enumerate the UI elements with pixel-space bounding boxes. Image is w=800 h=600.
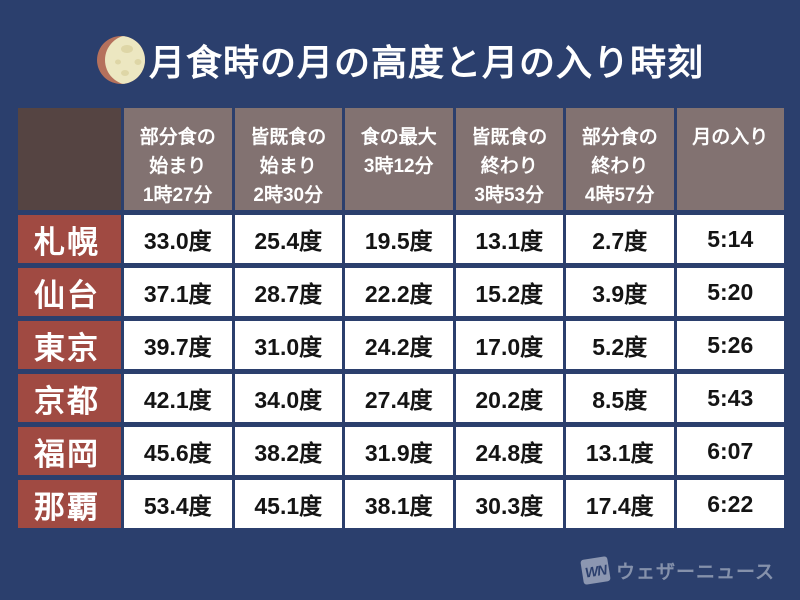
table-cell: 45.6度: [124, 427, 232, 475]
eclipse-moon-icon: [96, 35, 146, 85]
table-cell: 8.5度: [566, 374, 674, 422]
table-cell: 5:14: [676, 215, 784, 263]
table-cell: 28.7度: [234, 268, 342, 316]
column-header-partial-begin: 部分食の 始まり 1時27分: [124, 108, 232, 210]
header-line: 部分食の: [139, 127, 216, 148]
table-cell: 39.7度: [124, 321, 232, 369]
table-cell: 27.4度: [345, 374, 453, 422]
logo-text: ウェザーニュース: [615, 562, 775, 583]
weathernews-logo: WN ウェザーニュース: [580, 556, 775, 585]
table-cell: 5:43: [676, 374, 784, 422]
table-cell: 31.9度: [345, 427, 453, 475]
table-cell: 42.1度: [124, 374, 232, 422]
table-cell: 13.1度: [455, 215, 563, 263]
page-header: 月食時の月の高度と月の入り時刻: [0, 30, 800, 90]
table-cell: 37.1度: [124, 268, 232, 316]
column-header-maximum: 食の最大 3時12分: [345, 108, 453, 210]
page-title: 月食時の月の高度と月の入り時刻: [148, 42, 704, 83]
header-line: 部分食の: [581, 127, 658, 148]
table-cell: 20.2度: [455, 374, 563, 422]
row-header-naha: 那覇: [18, 480, 121, 528]
table-cell: 24.2度: [345, 321, 453, 369]
row-header-fukuoka: 福岡: [18, 427, 121, 475]
table-cell: 6:07: [676, 427, 784, 475]
header-line: 1時27分: [142, 185, 213, 206]
header-line: 月の入り: [692, 127, 769, 148]
column-header-total-end: 皆既食の 終わり 3時53分: [455, 108, 563, 210]
table-cell: 5:26: [676, 321, 784, 369]
header-line: 2時30分: [253, 185, 324, 206]
table-cell: 45.1度: [234, 480, 342, 528]
wn-logo-icon: WN: [580, 556, 611, 585]
row-header-sapporo: 札幌: [18, 215, 121, 263]
header-line: 始まり: [149, 156, 207, 177]
table-corner-cell: [18, 108, 121, 210]
row-header-tokyo: 東京: [18, 321, 121, 369]
table-cell: 15.2度: [455, 268, 563, 316]
header-line: 始まり: [259, 156, 317, 177]
column-header-total-begin: 皆既食の 始まり 2時30分: [234, 108, 342, 210]
table-cell: 38.1度: [345, 480, 453, 528]
table-cell: 13.1度: [566, 427, 674, 475]
header-line: 終わり: [591, 156, 649, 177]
row-header-sendai: 仙台: [18, 268, 121, 316]
header-line: 終わり: [480, 156, 538, 177]
table-cell: 2.7度: [566, 215, 674, 263]
table-cell: 6:22: [676, 480, 784, 528]
column-header-partial-end: 部分食の 終わり 4時57分: [566, 108, 674, 210]
table-cell: 53.4度: [124, 480, 232, 528]
table-cell: 17.4度: [566, 480, 674, 528]
table-cell: 5.2度: [566, 321, 674, 369]
header-line: 3時53分: [474, 185, 545, 206]
header-line: 4時57分: [584, 185, 655, 206]
header-line: 3時12分: [363, 156, 434, 177]
table-cell: 33.0度: [124, 215, 232, 263]
table-cell: 17.0度: [455, 321, 563, 369]
table-cell: 38.2度: [234, 427, 342, 475]
table-cell: 19.5度: [345, 215, 453, 263]
column-header-moonset: 月の入り: [676, 108, 784, 210]
table-cell: 25.4度: [234, 215, 342, 263]
table-cell: 5:20: [676, 268, 784, 316]
header-line: 皆既食の: [471, 127, 548, 148]
table-cell: 30.3度: [455, 480, 563, 528]
row-header-kyoto: 京都: [18, 374, 121, 422]
wn-logo-initials: WN: [583, 560, 608, 581]
header-line: 皆既食の: [250, 127, 327, 148]
table-cell: 22.2度: [345, 268, 453, 316]
table-cell: 24.8度: [455, 427, 563, 475]
table-cell: 34.0度: [234, 374, 342, 422]
table-cell: 3.9度: [566, 268, 674, 316]
header-line: 食の最大: [360, 127, 437, 148]
table-cell: 31.0度: [234, 321, 342, 369]
eclipse-altitude-table: 部分食の 始まり 1時27分 皆既食の 始まり 2時30分 食の最大 3時12分…: [18, 108, 784, 528]
